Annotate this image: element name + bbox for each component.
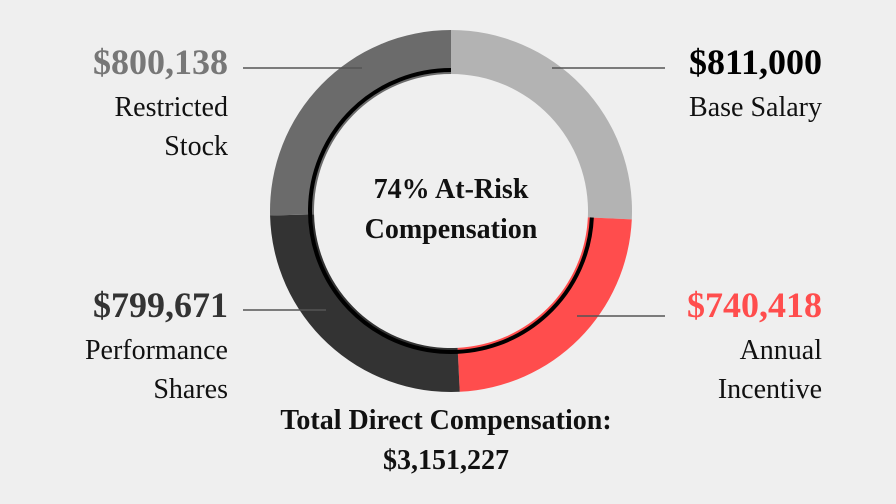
category-label: Performance Shares: [84, 335, 228, 405]
label-block: $800,138 Restricted Stock: [48, 42, 228, 166]
category-label: Base Salary: [689, 92, 822, 123]
value-label: $800,138: [93, 42, 228, 82]
total-title: Total Direct Compensation:: [280, 405, 612, 436]
total: Total Direct Compensation: $3,151,227: [146, 401, 746, 481]
value-label: $799,671: [93, 285, 228, 325]
center-label: 74% At-Risk Compensation: [364, 174, 538, 245]
donut-segment: [451, 30, 632, 220]
value-label: $740,418: [687, 285, 822, 325]
at-risk-arc: [308, 68, 594, 354]
label-block: $740,418 Annual Incentive: [652, 285, 822, 409]
label-block: $811,000 Base Salary: [652, 42, 822, 127]
category-label: Restricted Stock: [114, 92, 228, 162]
value-label: $811,000: [688, 42, 822, 82]
label-block: $799,671 Performance Shares: [48, 285, 228, 409]
total-label: $3,151,227: [383, 445, 509, 476]
category-label: Annual Incentive: [717, 335, 822, 405]
donut-segment: [457, 217, 632, 392]
